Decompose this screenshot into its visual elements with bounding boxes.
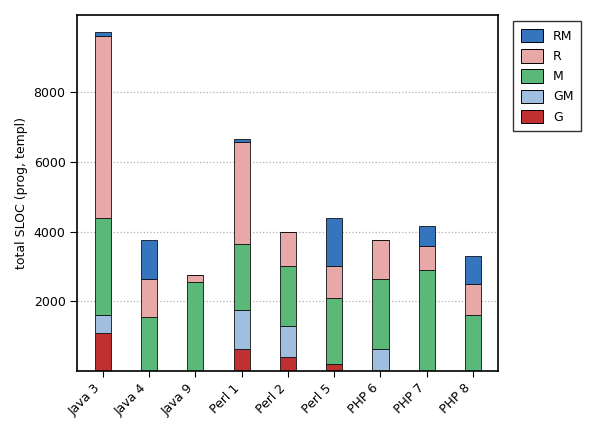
Bar	[280, 326, 296, 357]
Bar	[465, 284, 481, 315]
Bar	[233, 310, 250, 349]
Bar	[280, 232, 296, 266]
Bar	[95, 217, 111, 315]
Bar	[465, 256, 481, 284]
Bar	[141, 240, 157, 279]
Bar	[233, 244, 250, 310]
Bar	[373, 349, 389, 371]
Legend: RM, R, M, GM, G: RM, R, M, GM, G	[513, 21, 581, 131]
Bar	[187, 282, 204, 371]
Bar	[418, 270, 435, 371]
Bar	[95, 32, 111, 36]
Bar	[418, 246, 435, 270]
Bar	[326, 217, 342, 266]
Bar	[373, 240, 389, 279]
Bar	[326, 364, 342, 371]
Bar	[141, 317, 157, 371]
Bar	[373, 279, 389, 349]
Bar	[326, 266, 342, 298]
Bar	[141, 279, 157, 317]
Bar	[95, 36, 111, 217]
Bar	[418, 226, 435, 246]
Bar	[233, 349, 250, 371]
Bar	[233, 142, 250, 244]
Bar	[326, 298, 342, 364]
Bar	[95, 333, 111, 371]
Y-axis label: total SLOC (prog, templ): total SLOC (prog, templ)	[15, 117, 28, 269]
Bar	[95, 315, 111, 333]
Bar	[280, 357, 296, 371]
Bar	[187, 275, 204, 282]
Bar	[465, 315, 481, 371]
Bar	[280, 266, 296, 326]
Bar	[233, 139, 250, 142]
